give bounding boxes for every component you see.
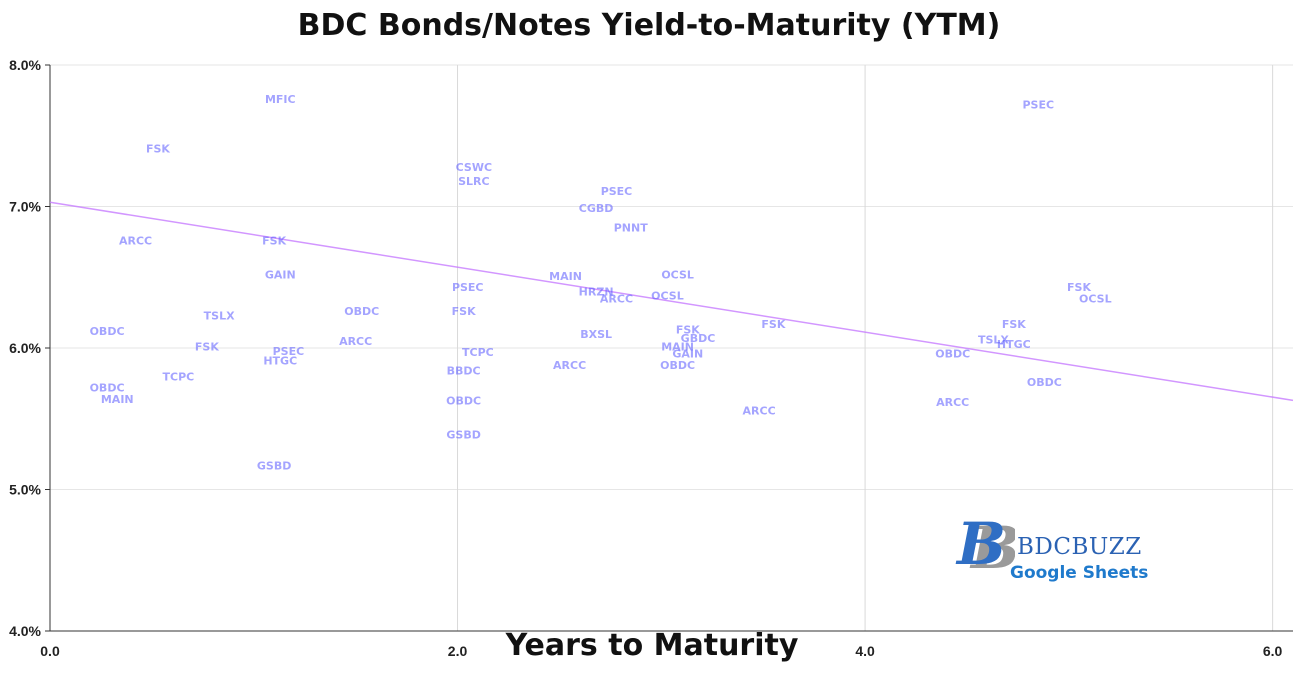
bdcbuzz-logo: B B BDCBUZZ Google Sheets <box>955 512 1165 592</box>
data-point-label: MAIN <box>101 393 134 406</box>
data-point-label: HTGC <box>263 355 297 368</box>
data-point-label: FSK <box>1002 318 1026 331</box>
data-point-label: MAIN <box>661 341 694 354</box>
data-point-label: ARCC <box>600 292 633 305</box>
chart-title: BDC Bonds/Notes Yield-to-Maturity (YTM) <box>297 8 1001 43</box>
data-point-label: BBDC <box>447 365 481 378</box>
data-point-label: OBDC <box>90 382 125 395</box>
x-tick-label: 0.0 <box>40 643 60 659</box>
data-point-label: TSLX <box>978 334 1009 347</box>
data-point-label: ARCC <box>936 396 969 409</box>
data-point-label: ARCC <box>119 234 152 247</box>
data-point-label: FSK <box>1067 281 1091 294</box>
data-point-label: MFIC <box>265 93 296 106</box>
data-point-label: PNNT <box>614 222 648 235</box>
axes <box>45 64 1293 632</box>
data-point-label: GBDC <box>681 332 716 345</box>
data-point-label: GAIN <box>265 268 296 281</box>
x-axis-title: Years to Maturity <box>505 628 799 663</box>
data-point-label: ARCC <box>553 359 586 372</box>
data-point-label: OCSL <box>1079 292 1112 305</box>
y-tick-label: 8.0% <box>9 57 41 73</box>
svg-text:B: B <box>969 514 1015 578</box>
svg-text:B: B <box>955 512 1006 578</box>
data-point-label: FSK <box>262 234 286 247</box>
x-tick-label: 4.0 <box>855 643 875 659</box>
y-tick-label: 6.0% <box>9 340 41 356</box>
grid-lines <box>50 64 1293 631</box>
data-point-label: PSEC <box>1022 99 1054 112</box>
data-point-label: OBDC <box>344 305 379 318</box>
bdcbuzz-logo-mark-icon: B B <box>955 512 1015 578</box>
data-point-label: OBDC <box>660 359 695 372</box>
data-point-label: FSK <box>676 324 700 337</box>
data-point-label: ARCC <box>743 404 776 417</box>
x-tick-label: 2.0 <box>448 643 468 659</box>
data-point-label: FSK <box>761 318 785 331</box>
data-point-label: ARCC <box>339 335 372 348</box>
data-point-label: GSBD <box>257 459 291 472</box>
tick-labels: 4.0% 5.0% 6.0% 7.0% 8.0% 0.0 2.0 4.0 6.0 <box>9 57 1282 659</box>
data-point-label: FSK <box>146 142 170 155</box>
trendline-line <box>49 201 1294 402</box>
data-point-label: CGBD <box>579 202 614 215</box>
data-point-label: FSK <box>452 305 476 318</box>
data-point-label: OBDC <box>1027 376 1062 389</box>
y-tick-label: 4.0% <box>9 623 41 639</box>
data-point-label: CSWC <box>456 161 492 174</box>
y-tick-label: 7.0% <box>9 199 41 215</box>
data-point-label: OBDC <box>446 394 481 407</box>
data-point-label: TCPC <box>163 370 195 383</box>
data-point-label: GSBD <box>446 428 480 441</box>
data-point-label: GAIN <box>672 348 703 361</box>
logo-subtitle-text: Google Sheets <box>1010 563 1149 583</box>
trendline <box>49 201 1294 402</box>
data-point-label: TCPC <box>462 346 494 359</box>
data-point-label: BXSL <box>580 328 612 341</box>
data-point-label: TSLX <box>204 309 235 322</box>
data-point-label: OCSL <box>651 290 684 303</box>
data-point-label: HRZN <box>579 285 614 298</box>
x-tick-label: 6.0 <box>1263 643 1283 659</box>
logo-brand-text: BDCBUZZ <box>1017 534 1142 560</box>
data-point-label: OBDC <box>90 325 125 338</box>
data-point-label: OCSL <box>661 268 694 281</box>
data-point-label: PSEC <box>601 185 633 198</box>
y-tick-label: 5.0% <box>9 482 41 498</box>
data-point-label: HTGC <box>997 338 1031 351</box>
data-point-label: PSEC <box>452 281 484 294</box>
data-point-label: PSEC <box>273 345 305 358</box>
data-point-label: FSK <box>195 341 219 354</box>
data-point-label: SLRC <box>458 175 489 188</box>
data-point-label: MAIN <box>549 270 582 283</box>
data-point-label: OBDC <box>935 348 970 361</box>
